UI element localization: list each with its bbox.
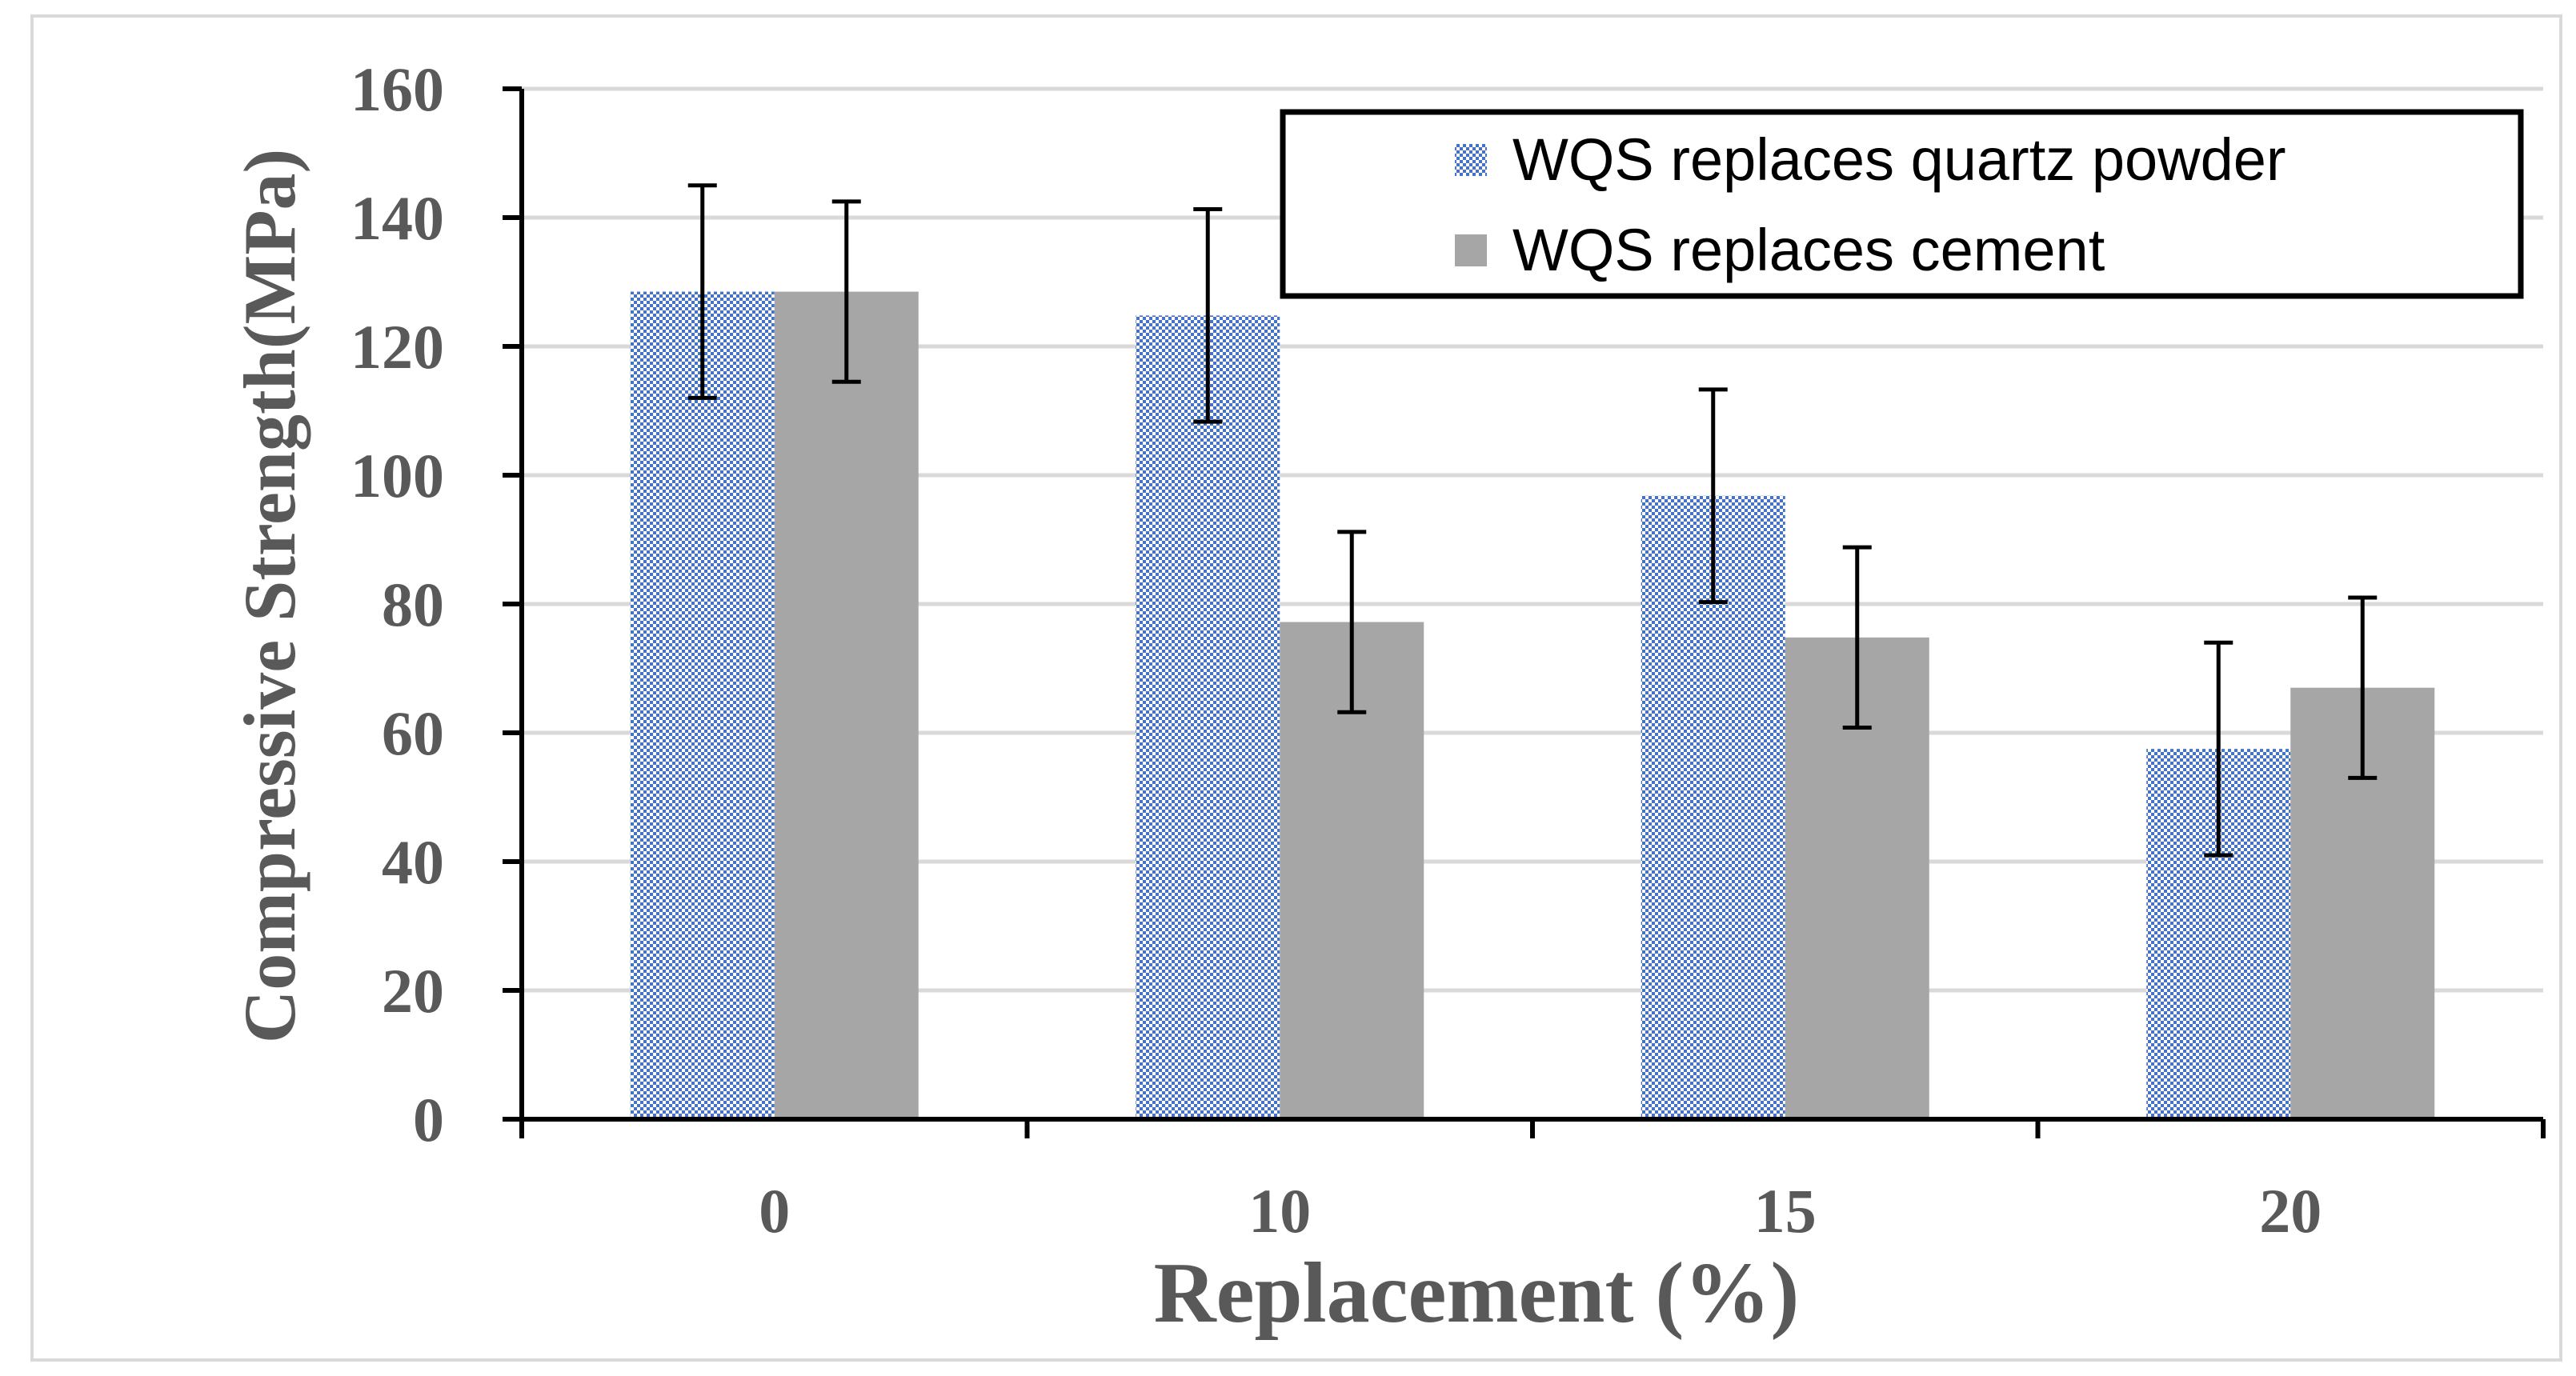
y-tick-label: 60: [382, 698, 444, 768]
y-tick-label: 20: [382, 956, 444, 1026]
bar-cement: [774, 291, 919, 1120]
x-tick-label: 15: [1754, 1176, 1817, 1246]
axes: [503, 86, 2546, 1138]
legend-label-quartz-powder: WQS replaces quartz powder: [1512, 126, 2286, 193]
error-bars: [687, 183, 2378, 858]
tick-labels: 0 20 40 60 80 100 120 140 160 0 10 15 20: [351, 54, 2322, 1246]
bars: [630, 291, 2435, 1120]
bar-quartz-powder: [630, 291, 775, 1120]
x-tick-label: 20: [2259, 1176, 2322, 1246]
y-tick-label: 100: [351, 441, 444, 510]
y-tick-label: 80: [382, 570, 444, 639]
y-tick-label: 40: [382, 827, 444, 897]
legend-box: [1280, 109, 2524, 299]
y-tick-label: 0: [413, 1085, 444, 1154]
legend: WQS replaces quartz powder WQS replaces …: [1280, 109, 2524, 299]
y-tick-label: 160: [351, 54, 444, 124]
bar-quartz-powder: [1136, 315, 1280, 1119]
x-axis-title: Replacement (%): [1154, 1246, 1800, 1341]
x-tick-label: 10: [1248, 1176, 1311, 1246]
legend-swatch-cement: [1455, 234, 1487, 266]
legend-swatch-quartz-powder: [1455, 144, 1487, 176]
y-tick-label: 140: [351, 183, 444, 253]
y-tick-label: 120: [351, 312, 444, 382]
legend-label-cement: WQS replaces cement: [1512, 217, 2105, 283]
y-axis-title: Compressive Strength(MPa): [229, 149, 310, 1043]
x-tick-label: 0: [759, 1176, 790, 1246]
